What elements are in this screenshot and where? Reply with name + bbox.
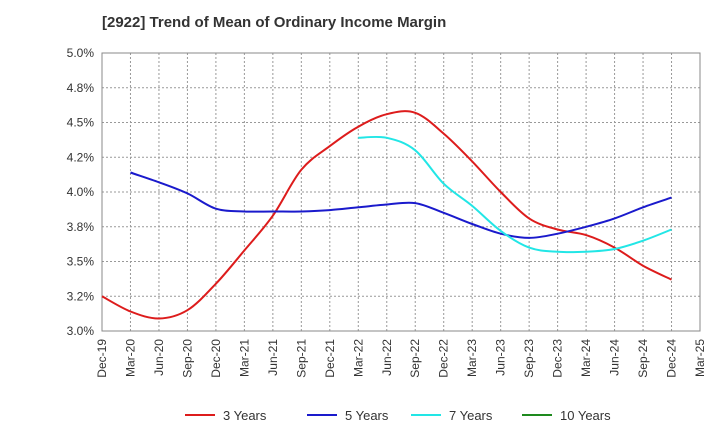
x-tick-label: Jun-20 bbox=[152, 339, 166, 376]
x-tick-label: Jun-21 bbox=[266, 339, 280, 376]
y-tick-label: 3.2% bbox=[67, 289, 95, 303]
x-tick-label: Dec-24 bbox=[665, 339, 679, 378]
x-tick-label: Mar-20 bbox=[123, 339, 137, 377]
x-tick-label: Sep-24 bbox=[636, 339, 650, 378]
x-tick-label: Dec-20 bbox=[209, 339, 223, 378]
x-tick-label: Sep-21 bbox=[294, 339, 308, 378]
y-tick-label: 4.0% bbox=[67, 185, 95, 199]
legend-label-7-years: 7 Years bbox=[449, 408, 493, 423]
series-line-7-years bbox=[358, 135, 672, 254]
x-tick-label: Jun-24 bbox=[608, 339, 622, 376]
x-tick-label: Mar-24 bbox=[579, 339, 593, 377]
x-tick-label: Jun-22 bbox=[380, 339, 394, 376]
y-tick-label: 4.2% bbox=[67, 150, 95, 164]
y-tick-label: 3.0% bbox=[67, 324, 95, 338]
x-tick-label: Jun-23 bbox=[494, 339, 508, 376]
y-tick-label: 4.5% bbox=[67, 116, 95, 130]
chart-title: [2922] Trend of Mean of Ordinary Income … bbox=[102, 14, 447, 31]
x-tick-label: Dec-21 bbox=[323, 339, 337, 378]
x-tick-label: Sep-20 bbox=[180, 339, 194, 378]
plot-frame bbox=[101, 52, 701, 332]
legend-label-5-years: 5 Years bbox=[345, 408, 389, 423]
x-tick-label: Mar-25 bbox=[693, 339, 707, 377]
y-tick-label: 3.8% bbox=[67, 220, 95, 234]
series-line-5-years bbox=[130, 171, 672, 239]
x-tick-label: Sep-22 bbox=[408, 339, 422, 378]
x-tick-label: Mar-21 bbox=[237, 339, 251, 377]
x-tick-label: Mar-22 bbox=[351, 339, 365, 377]
legend-label-10-years: 10 Years bbox=[560, 408, 611, 423]
x-tick-label: Dec-23 bbox=[551, 339, 565, 378]
x-tick-label: Dec-22 bbox=[437, 339, 451, 378]
y-tick-label: 3.5% bbox=[67, 255, 95, 269]
x-tick-label: Mar-23 bbox=[465, 339, 479, 377]
y-tick-label: 4.8% bbox=[67, 81, 95, 95]
y-tick-label: 5.0% bbox=[67, 46, 95, 60]
x-tick-label: Sep-23 bbox=[522, 339, 536, 378]
legend-label-3-years: 3 Years bbox=[223, 408, 267, 423]
series-line-3-years bbox=[101, 110, 672, 320]
x-tick-label: Dec-19 bbox=[95, 339, 109, 378]
